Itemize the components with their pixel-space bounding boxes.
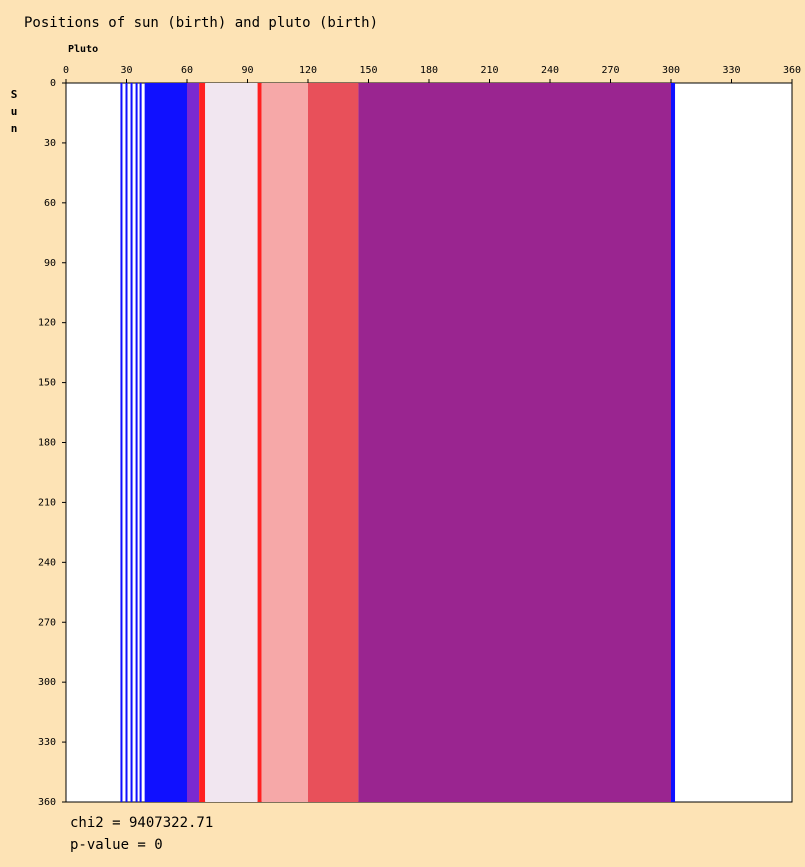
band [261, 83, 308, 802]
y-tick-label: 360 [38, 797, 56, 808]
band [308, 83, 359, 802]
y-tick-label: 180 [38, 438, 56, 449]
x-tick-label: 150 [359, 65, 377, 76]
y-tick-label: 30 [44, 138, 56, 149]
x-tick-label: 120 [299, 65, 317, 76]
y-tick-label: 270 [38, 617, 56, 628]
y-tick-label: 210 [38, 497, 56, 508]
y-tick-label: 150 [38, 378, 56, 389]
x-tick-label: 360 [783, 65, 801, 76]
band [125, 83, 128, 802]
x-tick-label: 270 [601, 65, 619, 76]
annotation: chi2 = 9407322.71 [70, 815, 213, 831]
y-tick-label: 120 [38, 318, 56, 329]
x-tick-label: 0 [63, 65, 69, 76]
band [139, 83, 142, 802]
x-tick-label: 60 [181, 65, 193, 76]
y-tick-label: 330 [38, 737, 56, 748]
band [130, 83, 133, 802]
band [671, 83, 676, 802]
band [120, 83, 123, 802]
x-tick-label: 240 [541, 65, 559, 76]
x-axis-label: Pluto [68, 44, 98, 55]
band [199, 83, 206, 802]
x-tick-label: 330 [722, 65, 740, 76]
y-tick-label: 240 [38, 557, 56, 568]
y-tick-label: 0 [50, 78, 56, 89]
y-tick-label: 90 [44, 258, 56, 269]
y-axis-label: Sun [8, 88, 21, 139]
x-tick-label: 210 [480, 65, 498, 76]
band [358, 83, 671, 802]
y-tick-label: 60 [44, 198, 56, 209]
annotation: p-value = 0 [70, 837, 163, 853]
chart-title: Positions of sun (birth) and pluto (birt… [24, 15, 378, 31]
x-tick-label: 90 [241, 65, 253, 76]
band [144, 83, 187, 802]
y-tick-label: 300 [38, 677, 56, 688]
band [205, 83, 258, 802]
x-tick-label: 300 [662, 65, 680, 76]
band [135, 83, 138, 802]
x-tick-label: 30 [120, 65, 132, 76]
band [257, 83, 262, 802]
band [187, 83, 200, 802]
x-tick-label: 180 [420, 65, 438, 76]
